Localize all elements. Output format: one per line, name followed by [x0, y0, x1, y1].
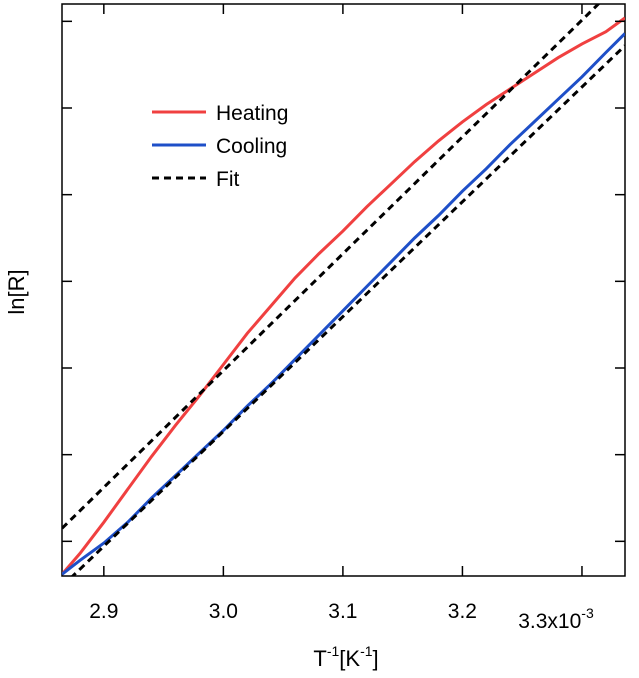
legend-label-heating: Heating: [216, 102, 288, 125]
x-axis-title: T-1[K-1]: [313, 643, 378, 671]
series-line-cooling-1: [62, 32, 625, 576]
x-axis-title-bracket-sup: -1: [360, 643, 373, 659]
series-layer: [62, 4, 625, 576]
x-tick-label-2: 3.1: [328, 600, 357, 623]
x-axis-title-bracket: [K: [339, 646, 360, 671]
x-tick-label-4-main: 3.3x10: [518, 610, 581, 633]
x-exponent-label: -3: [581, 605, 594, 621]
x-tick-label-4: 3.3x10-3: [518, 605, 594, 633]
series-line-heating-0: [62, 16, 625, 576]
series-line-fit-2: [62, 4, 601, 530]
plot-frame: [61, 3, 626, 577]
x-tick-label-3: 3.2: [448, 600, 477, 623]
legend-label-fit: Fit: [216, 168, 239, 191]
series-line-fit-2-3: [70, 44, 625, 576]
y-axis-title: ln[R]: [4, 269, 29, 314]
tick-layer: [62, 4, 625, 576]
legend: Heating Cooling Fit: [152, 102, 288, 191]
x-axis-title-main: T: [313, 646, 326, 671]
x-axis-title-sup: -1: [327, 643, 340, 659]
x-tick-labels: 2.9 3.0 3.1 3.2: [89, 600, 477, 623]
x-tick-label-0: 2.9: [89, 600, 118, 623]
x-tick-label-1: 3.0: [209, 600, 238, 623]
legend-label-cooling: Cooling: [216, 135, 287, 158]
x-axis-title-bracket-close: ]: [373, 646, 379, 671]
